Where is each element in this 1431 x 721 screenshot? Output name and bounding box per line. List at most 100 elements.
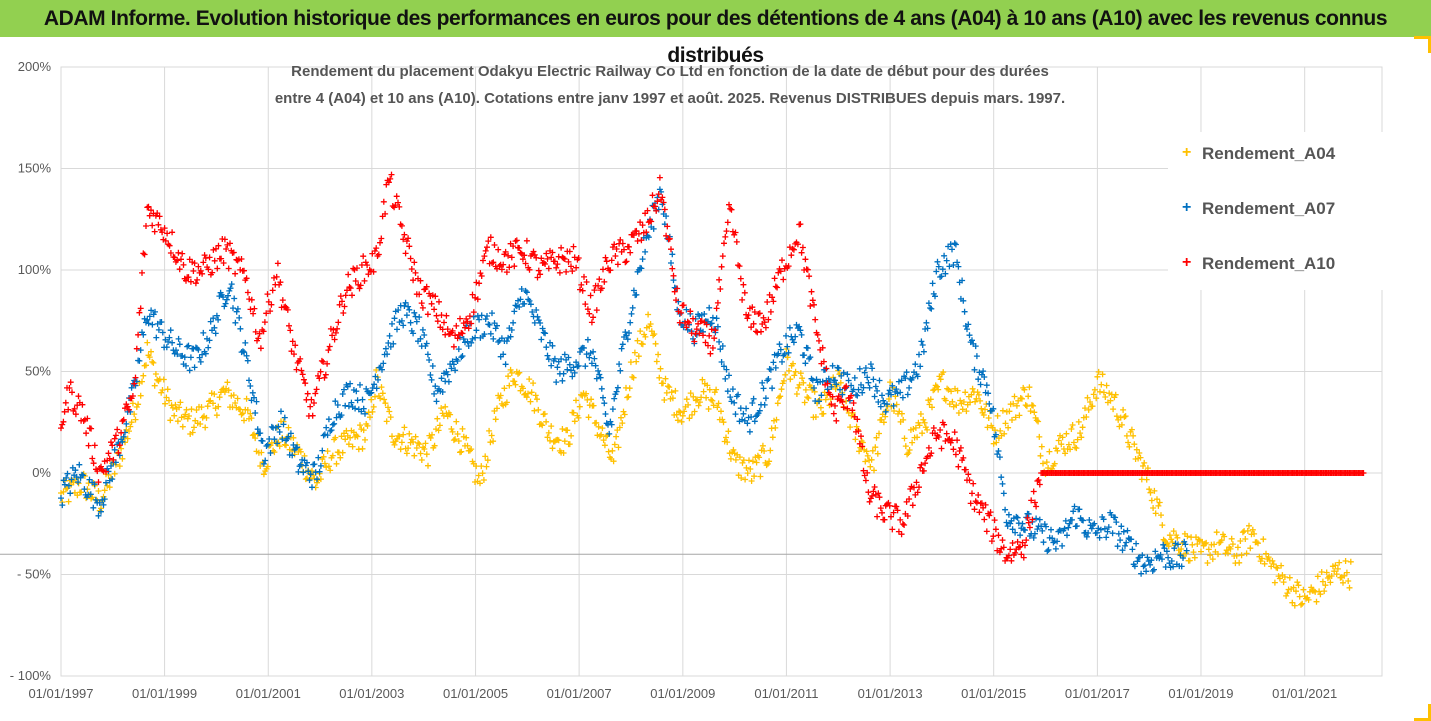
data-point [326, 343, 333, 350]
data-point [468, 320, 475, 327]
data-point [1067, 446, 1074, 453]
data-point [342, 436, 349, 443]
data-point [729, 386, 736, 393]
data-point [1031, 530, 1038, 537]
data-point [1190, 549, 1197, 556]
data-point [321, 431, 328, 438]
data-point [1007, 520, 1014, 527]
data-point [329, 332, 336, 339]
data-point [496, 262, 503, 269]
data-point [618, 414, 624, 421]
data-point [708, 396, 715, 403]
data-point [661, 397, 668, 403]
data-point [1085, 530, 1092, 536]
data-point [881, 516, 888, 523]
data-point [466, 313, 473, 320]
data-point [781, 351, 788, 358]
data-point [718, 263, 725, 270]
data-point [470, 309, 477, 316]
data-point [432, 383, 439, 390]
data-point [1184, 533, 1191, 540]
data-point [300, 469, 307, 476]
data-point [1209, 556, 1216, 563]
data-point [914, 489, 921, 496]
x-tick-label: 01/01/2003 [339, 686, 404, 701]
data-point [700, 332, 706, 339]
data-point [124, 403, 131, 410]
data-point [202, 255, 209, 262]
data-point [820, 358, 827, 365]
data-point [773, 416, 780, 423]
y-tick-label: 50% [25, 364, 51, 379]
data-point [716, 276, 723, 283]
data-point [318, 357, 325, 364]
data-point [668, 246, 674, 253]
data-point [548, 254, 555, 261]
data-point [169, 229, 176, 236]
data-point [570, 364, 577, 371]
data-point [850, 400, 857, 406]
data-point [568, 263, 574, 270]
data-point [634, 337, 641, 344]
data-point [558, 356, 565, 362]
data-point [880, 397, 887, 404]
data-point [780, 276, 787, 283]
data-point [949, 437, 955, 444]
data-point [286, 322, 292, 329]
data-point [578, 281, 585, 288]
data-point [1071, 503, 1078, 510]
data-point [981, 516, 988, 523]
data-point [251, 394, 257, 401]
data-point [80, 472, 87, 479]
data-point [949, 398, 956, 405]
data-point [160, 376, 167, 383]
data-point [1022, 527, 1028, 534]
data-point [619, 341, 626, 348]
x-tick-label: 01/01/2011 [754, 686, 818, 701]
data-point [616, 424, 623, 431]
data-point [455, 438, 462, 444]
data-point [980, 368, 987, 375]
data-point [477, 480, 483, 487]
data-point [200, 329, 207, 336]
data-point [1215, 551, 1221, 558]
data-point [1119, 547, 1126, 554]
data-point [997, 427, 1004, 434]
data-point [790, 360, 796, 367]
x-tick-label: 01/01/2019 [1168, 686, 1233, 701]
data-point [1323, 569, 1330, 576]
data-point [935, 263, 942, 270]
data-point [1054, 538, 1061, 545]
data-point [1195, 536, 1202, 543]
data-point [909, 502, 916, 509]
data-point [137, 392, 144, 399]
data-point [655, 191, 662, 198]
data-point [597, 374, 604, 381]
data-point [1113, 413, 1120, 420]
data-point [1234, 544, 1241, 551]
data-point [1308, 584, 1315, 591]
data-point [67, 379, 74, 386]
data-point [416, 291, 423, 298]
data-point [903, 369, 910, 376]
data-point [1096, 534, 1103, 541]
data-point [899, 394, 906, 401]
data-point [141, 315, 148, 322]
data-point [523, 394, 530, 401]
data-point [203, 414, 210, 421]
data-point [987, 509, 994, 516]
data-point [937, 376, 944, 383]
data-point [387, 343, 394, 350]
data-point [347, 434, 354, 441]
data-point [492, 416, 499, 423]
legend-label-a07: Rendement_A07 [1202, 199, 1336, 218]
data-point [1028, 497, 1035, 504]
data-point [63, 474, 70, 481]
data-point [124, 435, 131, 442]
data-point [436, 298, 442, 305]
data-point [1033, 515, 1040, 522]
data-point [918, 338, 925, 345]
data-point [158, 389, 165, 396]
data-point [526, 266, 533, 273]
data-point [385, 404, 391, 411]
